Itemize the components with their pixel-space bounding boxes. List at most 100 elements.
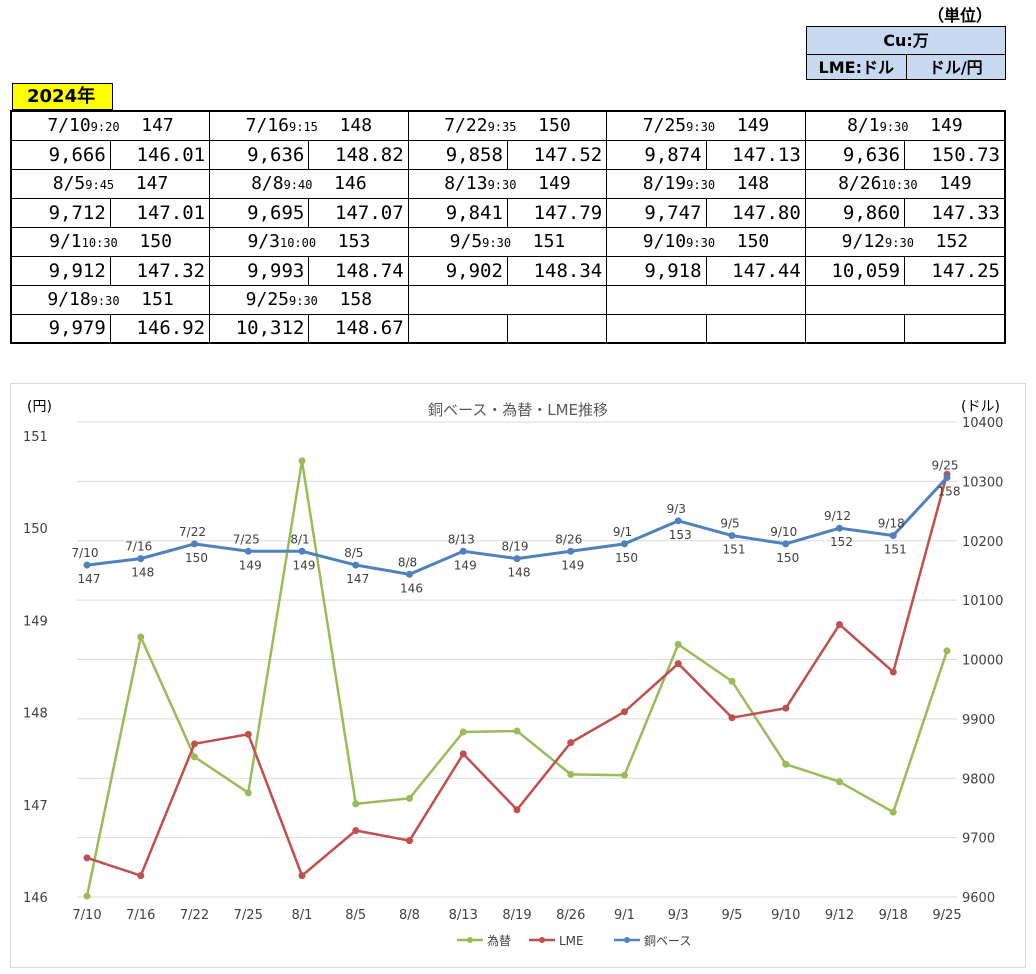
price-table: 7/109:20 147 7/169:15 148 7/229:35 150 7/25…: [10, 110, 1006, 344]
data-point: [567, 547, 575, 555]
table-date-cell: 7/169:15 148: [209, 110, 409, 141]
table-date-cell: [804, 284, 1006, 315]
table-date: 8/5: [52, 173, 86, 194]
table-fx-cell: 147.32: [109, 255, 211, 286]
x-tick: 7/10: [72, 908, 101, 923]
table-time: 9:30: [686, 120, 716, 135]
table-base: 147: [119, 115, 174, 137]
table-date-cell: 8/139:30 149: [407, 168, 608, 199]
x-tick: 8/19: [502, 908, 531, 923]
table-fx-cell: [705, 313, 806, 344]
x-tick: 9/5: [722, 908, 743, 923]
legend-label: LME: [559, 934, 584, 948]
x-tick: 9/12: [825, 908, 854, 923]
table-fx-cell: [506, 313, 608, 344]
x-tick: 9/18: [879, 908, 908, 923]
data-point: [943, 473, 951, 481]
data-label-date: 9/10: [770, 525, 797, 539]
y-right-label: (ドル): [961, 399, 1000, 415]
data-label-date: 8/1: [290, 532, 309, 546]
table-lme-cell: 9,712: [10, 197, 111, 228]
y-right-tick: 10400: [962, 416, 1003, 431]
data-point: [674, 660, 682, 668]
table-date-cell: 9/189:30 151: [10, 284, 211, 315]
table-fx-cell: 147.01: [109, 197, 211, 228]
data-point: [836, 778, 843, 786]
table-date: 9/18: [47, 289, 91, 310]
data-label-date: 9/25: [932, 458, 959, 472]
data-label-value: 148: [508, 566, 531, 580]
y-right-tick: 10200: [962, 535, 1003, 550]
data-label-date: 9/12: [824, 509, 851, 523]
y-left-label: (円): [27, 399, 52, 415]
legend-label: 為替: [487, 934, 511, 948]
table-date: 9/5: [449, 231, 483, 252]
table-fx-cell: 148.67: [308, 313, 409, 344]
data-label-date: 7/16: [125, 540, 152, 554]
data-point: [459, 547, 467, 555]
data-point: [298, 547, 306, 555]
data-point: [674, 517, 682, 525]
table-date: 7/22: [444, 115, 488, 137]
table-time: 9:30: [289, 294, 318, 308]
legend-marker: [539, 937, 545, 943]
data-point: [782, 540, 790, 548]
data-point: [298, 872, 306, 880]
table-fx-cell: 147.25: [904, 255, 1006, 286]
table-time: 9:30: [482, 236, 512, 250]
table-date-cell: 8/199:30 148: [606, 168, 806, 199]
data-label-date: 8/8: [398, 555, 417, 569]
data-point: [406, 794, 413, 802]
table-header-row: 7/109:20 147 7/169:15 148 7/229:35 150 7/25…: [10, 110, 1006, 141]
x-tick: 8/13: [449, 908, 478, 923]
data-label-value: 151: [884, 543, 907, 557]
unit-lme: LME:ドル: [807, 55, 907, 80]
data-label-value: 150: [185, 551, 208, 565]
table-fx-cell: 147.80: [705, 197, 806, 228]
x-tick: 8/1: [292, 908, 313, 923]
table-date-cell: 9/259:30 158: [209, 284, 409, 315]
table-value-row: 9,979 146.92 10,312 148.67: [10, 313, 1006, 344]
table-base: 152: [913, 231, 969, 252]
data-label-value: 150: [615, 551, 638, 565]
table-lme-cell: 9,979: [10, 313, 111, 344]
table-date: 7/10: [47, 115, 91, 137]
table-time: 9:20: [90, 120, 120, 135]
table-date-cell: 7/259:30 149: [606, 110, 806, 141]
table-date-cell: 8/89:40 146: [209, 168, 409, 199]
data-point: [352, 800, 360, 808]
table-time: 10:00: [279, 236, 317, 250]
table-base: 150: [117, 231, 172, 252]
table-lme-cell: 9,636: [804, 139, 906, 170]
data-point: [674, 640, 682, 648]
table-date: 8/19: [642, 173, 687, 194]
table-fx-cell: 147.33: [904, 197, 1006, 228]
table-time: 9:30: [885, 236, 914, 250]
data-label-date: 9/5: [720, 517, 739, 531]
data-label-date: 7/22: [179, 525, 206, 539]
data-point: [513, 806, 521, 814]
year-badge: 2024年: [12, 83, 113, 110]
table-lme-cell: 9,695: [209, 197, 310, 228]
series-line: [85, 460, 949, 897]
table-date: 7/25: [642, 115, 687, 137]
table-date-cell: [606, 284, 806, 315]
table-time: 10:30: [81, 236, 118, 250]
table-lme-cell: 9,993: [209, 255, 310, 286]
y-right-tick: 10100: [962, 594, 1003, 609]
table-date: 8/13: [444, 173, 488, 194]
y-right-tick: 10300: [962, 475, 1003, 490]
x-tick: 7/25: [234, 908, 263, 923]
data-label-value: 149: [239, 558, 262, 572]
table-fx-cell: 148.34: [506, 255, 608, 286]
y-left-tick: 151: [23, 430, 48, 445]
data-point: [943, 647, 951, 655]
data-point: [836, 620, 843, 628]
data-label-date: 8/13: [448, 532, 475, 546]
table-lme-cell: 9,666: [10, 139, 111, 170]
table-date-cell: 7/229:35 150: [407, 110, 608, 141]
table-date: 9/3: [247, 231, 280, 252]
data-point: [191, 740, 198, 748]
y-right-tick: 9900: [962, 713, 995, 728]
table-date: 8/8: [251, 173, 284, 194]
